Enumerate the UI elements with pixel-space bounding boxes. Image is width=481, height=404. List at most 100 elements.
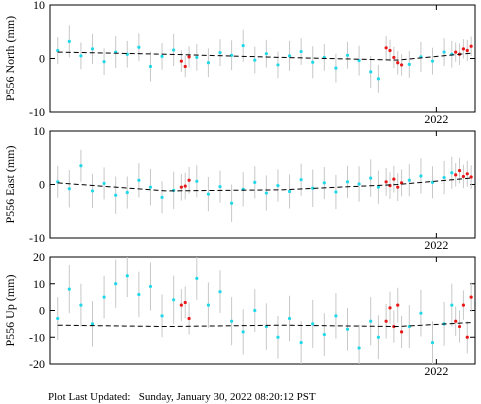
data-point: [90, 189, 95, 193]
data-point: [67, 287, 71, 291]
data-point: [465, 335, 469, 339]
data-point: [334, 66, 338, 70]
y-tick-label: 20: [33, 250, 45, 264]
data-point: [369, 176, 373, 180]
data-point: [384, 319, 388, 323]
model-line: [57, 51, 472, 61]
data-point: [253, 308, 257, 313]
data-point: [457, 324, 462, 329]
data-point: [450, 303, 454, 307]
data-point: [172, 48, 176, 52]
data-point: [357, 59, 361, 63]
data-point: [125, 274, 129, 278]
data-point: [299, 341, 303, 345]
data-point: [419, 174, 423, 178]
y-tick-label: -10: [29, 105, 45, 119]
data-point: [369, 70, 373, 74]
data-point: [183, 300, 187, 305]
data-point: [299, 178, 303, 182]
y-tick-label: 10: [33, 124, 45, 138]
data-point: [357, 182, 361, 186]
data-point: [396, 303, 400, 307]
data-point: [79, 303, 83, 307]
data-point: [137, 45, 141, 49]
data-point: [376, 335, 381, 339]
data-point: [399, 330, 404, 334]
data-point: [419, 311, 423, 315]
data-point: [218, 290, 222, 294]
y-tick-label: 10: [33, 277, 45, 291]
data-point: [442, 175, 446, 180]
data-point: [125, 190, 129, 195]
plot-frame: [49, 256, 476, 365]
y-axis-label: P556 Up (mm): [3, 274, 17, 346]
data-point: [137, 292, 141, 297]
data-point: [454, 50, 458, 54]
data-point: [407, 178, 411, 182]
data-point: [396, 61, 400, 65]
plot-frame: [49, 130, 476, 239]
data-point: [206, 61, 211, 65]
data-point: [183, 184, 187, 188]
data-point: [276, 63, 280, 67]
data-point: [345, 180, 350, 184]
data-point: [322, 181, 326, 185]
data-point: [218, 185, 222, 189]
data-point: [392, 55, 396, 60]
data-point: [430, 341, 435, 345]
data-point: [206, 192, 211, 196]
data-point: [160, 54, 164, 58]
data-point: [376, 185, 381, 189]
data-point: [253, 58, 257, 62]
data-point: [79, 54, 83, 58]
data-point: [229, 53, 234, 57]
data-point: [357, 346, 361, 350]
data-point: [465, 172, 469, 176]
data-point: [241, 44, 245, 48]
data-point: [195, 55, 199, 60]
data-point: [388, 48, 392, 53]
data-point: [195, 276, 199, 280]
data-point: [469, 295, 473, 299]
data-point: [148, 284, 153, 289]
data-point: [102, 295, 106, 299]
data-point: [299, 49, 303, 54]
data-point: [264, 191, 268, 195]
data-point: [384, 46, 388, 50]
data-point: [442, 50, 446, 54]
model-line: [57, 322, 472, 328]
data-point: [56, 316, 60, 321]
data-point: [67, 187, 71, 191]
data-point: [384, 180, 388, 184]
data-point: [90, 47, 95, 51]
data-point: [137, 178, 141, 182]
data-point: [56, 48, 60, 53]
data-point: [160, 195, 164, 199]
data-point: [90, 322, 95, 326]
data-point: [454, 319, 458, 323]
data-point: [376, 77, 381, 81]
data-point: [345, 327, 350, 331]
y-tick-label: 0: [39, 52, 45, 66]
data-point: [172, 298, 176, 302]
data-point: [229, 201, 234, 205]
data-point: [179, 59, 183, 63]
data-point: [148, 64, 153, 69]
data-point: [218, 51, 222, 55]
data-point: [334, 314, 338, 318]
data-point: [454, 173, 458, 177]
data-point: [407, 62, 411, 66]
data-point: [183, 64, 187, 69]
data-point: [102, 181, 106, 186]
data-point: [311, 186, 315, 190]
data-point: [160, 314, 164, 318]
data-point: [465, 48, 469, 53]
data-point: [148, 185, 153, 189]
data-point: [253, 180, 257, 184]
data-point: [206, 303, 211, 307]
y-axis-label: P556 East (mm): [3, 146, 17, 224]
data-point: [334, 190, 338, 194]
data-point: [241, 330, 245, 334]
